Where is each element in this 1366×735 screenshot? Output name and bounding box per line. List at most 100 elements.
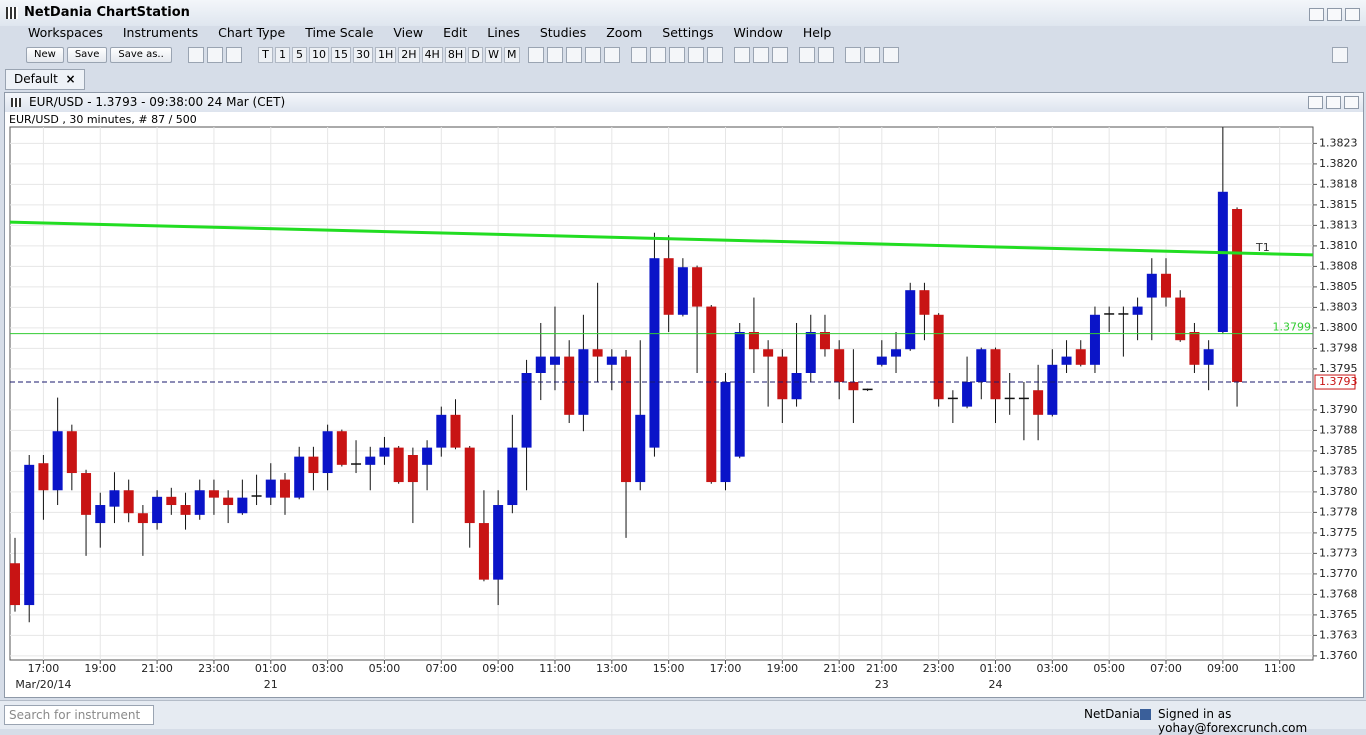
candle-body [493,505,504,580]
timeframe-button[interactable]: 30 [353,47,373,63]
file-button[interactable]: New [26,47,64,63]
tool-icon[interactable] [772,47,788,63]
x-tick-label: 11:00 [539,662,571,675]
current-price-box [1314,374,1356,390]
timeframe-button[interactable]: 1 [275,47,290,63]
toolbar: New Save Save as.. T 1 5 10 15 30 1H 2H 4H 8H D W M [0,44,1366,66]
tool-icon[interactable] [207,47,223,63]
panel-toggle[interactable] [1332,47,1348,63]
tool-icon[interactable] [547,47,563,63]
candle-body [635,414,646,483]
search-input[interactable]: Search for instrument [4,705,154,725]
candle-body [166,496,177,506]
file-button[interactable]: Save [66,47,108,63]
tool-icon[interactable] [688,47,704,63]
minimize[interactable] [1308,96,1323,109]
candle-body [1075,349,1086,365]
timeframe-button[interactable]: 2H [398,47,420,63]
tool-icons [188,47,245,63]
menu-item[interactable]: Chart Type [218,25,286,40]
menu-item[interactable]: Edit [443,25,468,40]
maximize[interactable] [1327,8,1342,21]
menu-item[interactable]: View [393,25,424,40]
tool-icon[interactable] [753,47,769,63]
candle-body [66,431,77,474]
tool-icon[interactable] [631,47,647,63]
tab-close[interactable]: × [65,72,76,86]
menu-item[interactable]: Window [733,25,783,40]
candle-body [1118,313,1129,315]
tool-icon[interactable] [864,47,880,63]
tool-icon[interactable] [226,47,242,63]
y-tick-label: 1.3800 [1319,321,1358,334]
candle-body [720,382,731,483]
candle-body [450,414,461,448]
title-bar: NetDania ChartStation [0,0,1366,26]
timeframe-button[interactable]: W [485,47,503,63]
tool-icon[interactable] [734,47,750,63]
menu-item[interactable]: Help [802,25,832,40]
timeframe-button[interactable]: 5 [292,47,307,63]
timeframe-button[interactable]: D [468,47,484,63]
timeframe-button[interactable]: 4H [421,47,443,63]
timeframe-button[interactable]: 8H [444,47,467,63]
chart-window: EUR/USD - 1.3793 - 09:38:00 24 Mar (CET)… [4,92,1364,698]
candle-body [308,456,319,474]
menu-item[interactable]: Settings [662,25,714,40]
candle-body [123,490,134,514]
y-tick-label: 1.3768 [1319,587,1358,600]
candle-body [677,267,688,315]
candle-body [24,464,35,606]
menu-item[interactable]: Time Scale [305,25,374,40]
x-tick-label: 19:00 [766,662,798,675]
tool-icon[interactable] [566,47,582,63]
tool-icon[interactable] [585,47,601,63]
tool-icon[interactable] [528,47,544,63]
tool-icon[interactable] [669,47,685,63]
menu-item[interactable]: Studies [539,25,587,40]
menu-item[interactable]: Lines [487,25,520,40]
tool-icon[interactable] [818,47,834,63]
candle-body [1033,390,1044,415]
candle-body [507,447,518,506]
workspace-tab[interactable]: Default × [5,69,85,90]
menu-item[interactable]: Instruments [122,25,199,40]
menu-bar: Workspaces Instruments Chart Type Time Scal… [0,24,1366,42]
timeframe-button[interactable]: 15 [331,47,351,63]
y-tick-label: 1.3788 [1319,423,1358,436]
tool-icon[interactable] [604,47,620,63]
minimize[interactable] [1309,8,1324,21]
menu-item[interactable]: Zoom [606,25,643,40]
candle-body [365,456,376,465]
candle-body [351,463,362,465]
candle-body [152,496,163,524]
tool-icon[interactable] [707,47,723,63]
timeframe-button[interactable]: T [258,47,273,63]
y-tick-label: 1.3823 [1319,136,1358,149]
y-tick-label: 1.3798 [1319,341,1358,354]
tool-icon[interactable] [845,47,861,63]
tool-icon[interactable] [883,47,899,63]
timeframe-button[interactable]: 1H [375,47,397,63]
y-tick-label: 1.3805 [1319,280,1358,293]
tool-icon[interactable] [799,47,815,63]
candle-body [919,290,930,315]
candle-body [464,447,475,524]
candle-body [692,267,703,307]
timeframe-button[interactable]: 10 [309,47,329,63]
tool-icon[interactable] [188,47,204,63]
close[interactable] [1345,8,1360,21]
timeframe-button[interactable]: M [504,47,520,63]
x-tick-label: 05:00 [369,662,401,675]
file-button[interactable]: Save as.. [110,47,172,63]
candle-body [777,356,788,400]
close[interactable] [1344,96,1359,109]
menu-item[interactable]: Workspaces [28,25,103,40]
y-tick-label: 1.3795 [1319,362,1358,375]
chart-window-title: EUR/USD - 1.3793 - 09:38:00 24 Mar (CET) [29,95,286,109]
y-tick-label: 1.3780 [1319,485,1358,498]
maximize[interactable] [1326,96,1341,109]
app-icon [6,7,18,19]
tool-icon[interactable] [650,47,666,63]
